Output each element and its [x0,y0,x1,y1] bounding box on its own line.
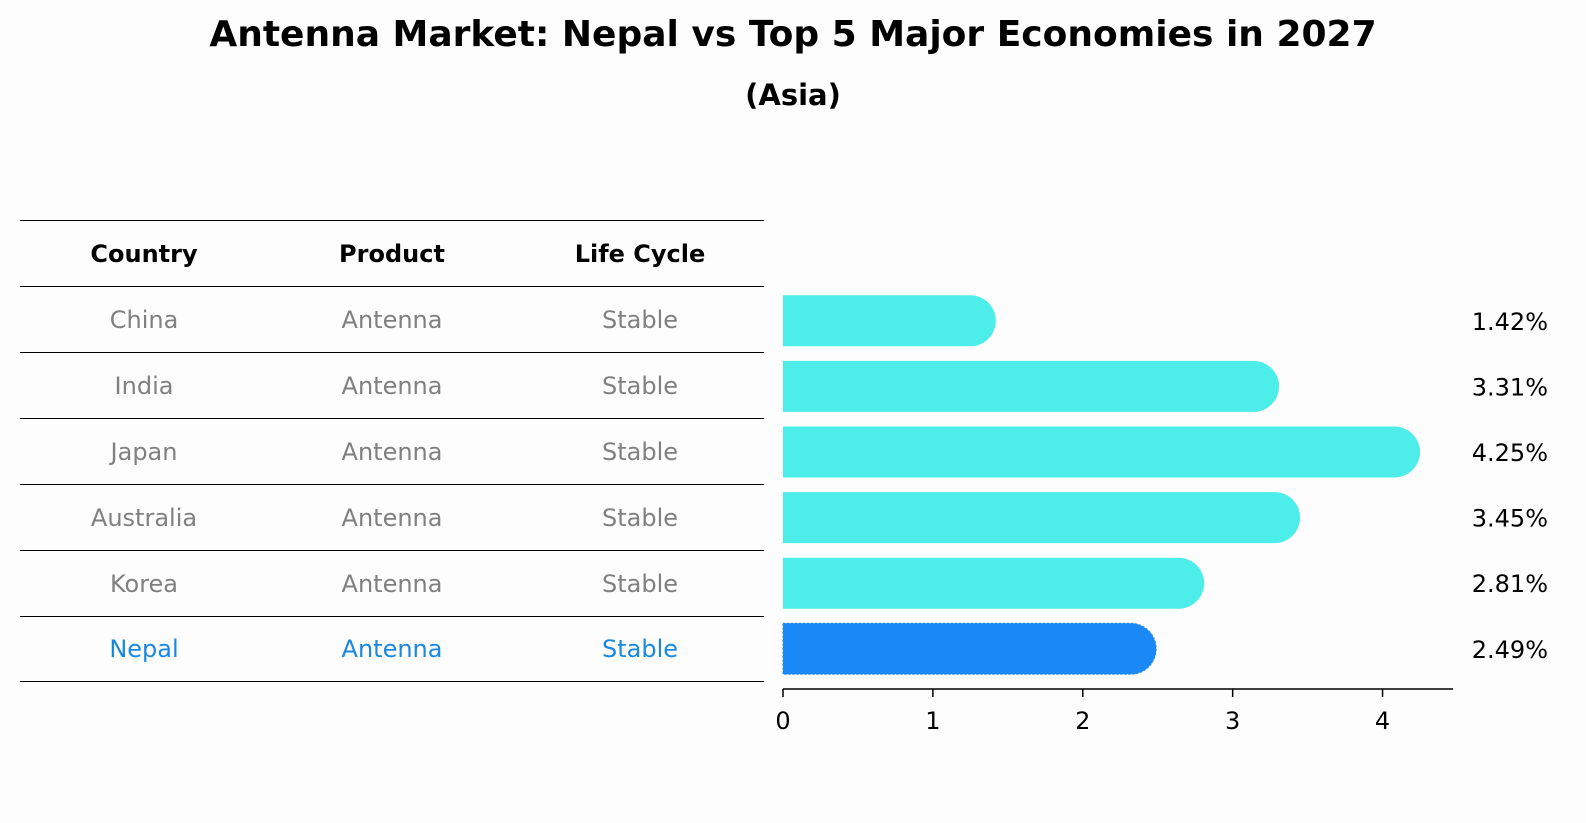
life-cycle-cell: Stable [601,569,679,598]
bar-highlight [782,622,1157,675]
table-row: India Antenna Stable [20,352,764,418]
value-label: 2.81% [1472,570,1548,598]
product-cell: Antenna [341,635,443,663]
value-label: 4.25% [1472,439,1548,467]
table-row: China Antenna Stable [20,286,764,352]
product-cell: Antenna [341,305,443,334]
bar [783,557,1205,609]
country-cell: Nepal [109,635,179,663]
x-tick-label: 0 [775,707,790,735]
life-cycle-cell: Stable [601,437,679,466]
value-label: 1.42% [1472,308,1548,336]
table-row: Korea Antenna Stable [20,550,764,616]
country-cell: Korea [109,569,179,598]
product-cell: Antenna [341,371,443,400]
bar [783,492,1301,544]
value-label: 3.31% [1472,373,1548,401]
value-label: 2.49% [1472,636,1548,664]
country-cell: China [109,305,179,334]
x-tick-label: 2 [1075,707,1090,735]
table-row-highlight: Nepal Antenna Stable [20,616,764,682]
chart-subtitle: (Asia) [745,78,841,112]
table-row: Japan Antenna Stable [20,418,764,484]
life-cycle-cell: Stable [601,305,679,334]
column-header-life-cycle: Life Cycle [574,239,706,268]
product-cell: Antenna [341,503,443,532]
x-tick-label: 1 [925,707,940,735]
country-cell: Japan [110,437,178,466]
bar [783,360,1280,412]
column-header-country: Country [90,239,198,268]
column-header-product: Product [339,239,445,268]
product-cell: Antenna [341,437,443,466]
data-table: Country Product Life Cycle China Antenna… [20,220,764,682]
value-label: 3.45% [1472,505,1548,533]
life-cycle-cell: Stable [601,371,679,400]
chart-title: Antenna Market: Nepal vs Top 5 Major Eco… [209,14,1377,55]
x-tick-label: 4 [1375,707,1390,735]
bar [783,426,1421,478]
table-header-row: Country Product Life Cycle [20,220,764,286]
bar [783,295,996,347]
country-cell: India [114,371,174,400]
table-row: Australia Antenna Stable [20,484,764,550]
life-cycle-cell: Stable [601,635,679,663]
life-cycle-cell: Stable [601,503,679,532]
x-tick-label: 3 [1225,707,1240,735]
country-cell: Australia [90,503,198,532]
product-cell: Antenna [341,569,443,598]
